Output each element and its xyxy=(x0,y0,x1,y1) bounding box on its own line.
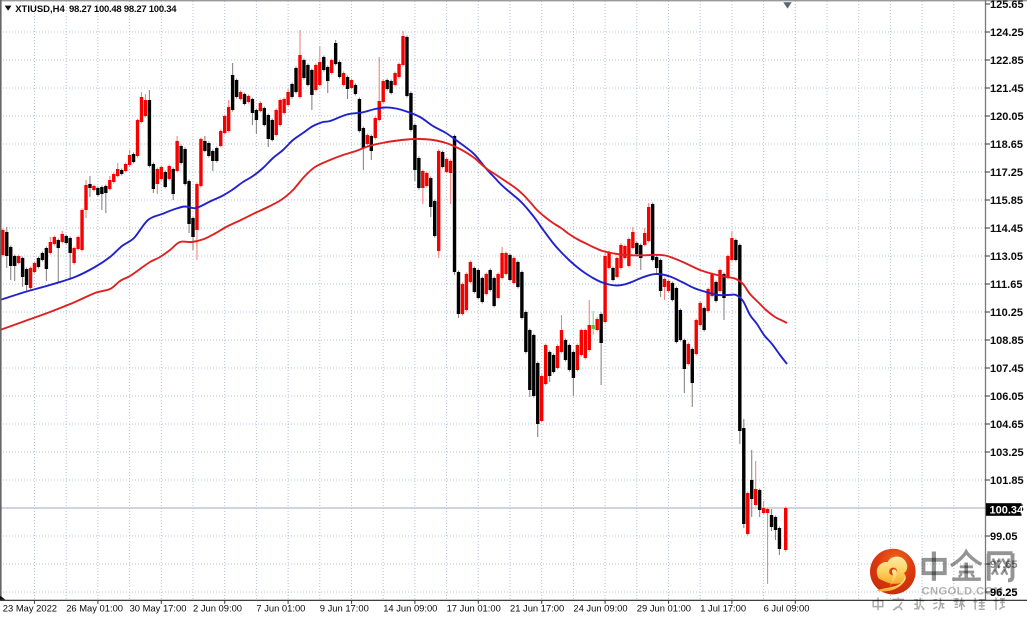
svg-text:111.65: 111.65 xyxy=(990,279,1022,291)
svg-text:121.45: 121.45 xyxy=(990,83,1024,95)
svg-text:114.45: 114.45 xyxy=(990,223,1023,235)
svg-text:21 Jun 17:00: 21 Jun 17:00 xyxy=(510,603,564,614)
svg-text:29 Jun 01:00: 29 Jun 01:00 xyxy=(637,603,691,614)
svg-text:125.65: 125.65 xyxy=(990,0,1024,11)
svg-text:124.25: 124.25 xyxy=(990,27,1024,39)
svg-text:120.05: 120.05 xyxy=(990,111,1024,123)
svg-text:96.25: 96.25 xyxy=(990,587,1018,599)
svg-text:101.85: 101.85 xyxy=(990,475,1024,487)
svg-text:104.65: 104.65 xyxy=(990,419,1024,431)
svg-text:117.25: 117.25 xyxy=(990,167,1023,179)
svg-text:103.25: 103.25 xyxy=(990,447,1024,459)
svg-text:118.65: 118.65 xyxy=(990,139,1023,151)
svg-text:110.25: 110.25 xyxy=(990,307,1023,319)
svg-text:113.05: 113.05 xyxy=(990,251,1023,263)
svg-text:115.85: 115.85 xyxy=(990,195,1023,207)
svg-text:30 May 17:00: 30 May 17:00 xyxy=(130,603,187,614)
svg-text:1 Jul 17:00: 1 Jul 17:00 xyxy=(700,603,746,614)
svg-text:9 Jun 17:00: 9 Jun 17:00 xyxy=(320,603,369,614)
svg-text:99.05: 99.05 xyxy=(990,531,1018,543)
svg-text:24 Jun 09:00: 24 Jun 09:00 xyxy=(573,603,627,614)
svg-text:98.27 100.48 98.27 100.34: 98.27 100.48 98.27 100.34 xyxy=(69,4,177,15)
svg-text:7 Jun 01:00: 7 Jun 01:00 xyxy=(256,603,305,614)
svg-text:CNGOLD.COM: CNGOLD.COM xyxy=(922,585,1004,597)
svg-text:100.34: 100.34 xyxy=(990,504,1025,516)
svg-text:122.85: 122.85 xyxy=(990,55,1024,67)
svg-text:17 Jun 01:00: 17 Jun 01:00 xyxy=(447,603,501,614)
svg-text:XTIUSD,H4: XTIUSD,H4 xyxy=(15,4,65,15)
svg-text:2 Jun 09:00: 2 Jun 09:00 xyxy=(193,603,242,614)
svg-text:14 Jun 09:00: 14 Jun 09:00 xyxy=(383,603,437,614)
svg-text:108.85: 108.85 xyxy=(990,335,1024,347)
svg-text:106.05: 106.05 xyxy=(990,391,1024,403)
svg-text:6 Jul 09:00: 6 Jul 09:00 xyxy=(764,603,810,614)
svg-text:96.25: 96.25 xyxy=(990,587,1018,599)
svg-text:23 May 2022: 23 May 2022 xyxy=(3,603,57,614)
svg-text:107.45: 107.45 xyxy=(990,363,1024,375)
svg-text:26 May 01:00: 26 May 01:00 xyxy=(66,603,123,614)
svg-text:97.65: 97.65 xyxy=(990,559,1018,571)
